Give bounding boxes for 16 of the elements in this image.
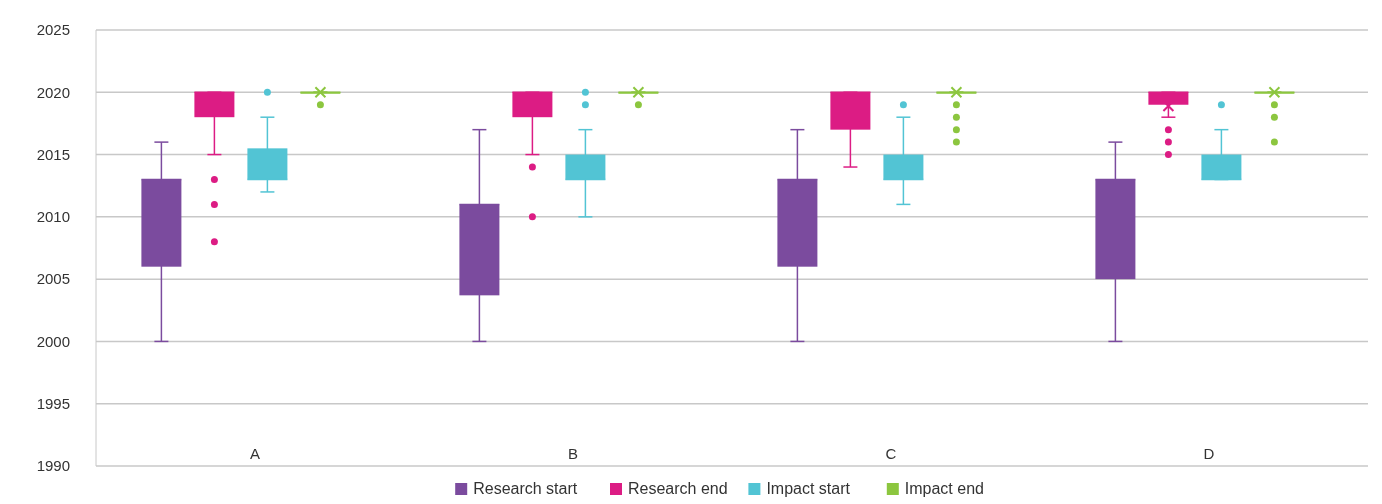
y-tick-label: 2005 [36,270,70,288]
y-tick-label: 2000 [36,332,70,350]
x-tick-label: D [1203,445,1215,462]
x-tick-label: C [885,445,897,462]
x-tick-label: A [249,445,261,462]
y-tick-label: 2025 [36,21,70,39]
y-tick-label: 1990 [36,457,70,475]
legend-label: Impact start [766,480,851,497]
y-tick-label: 1995 [36,394,70,412]
legend-label: Research end [628,480,728,497]
y-tick-label: 2015 [36,145,70,163]
legend-label: Impact end [904,480,984,497]
y-tick-label: 2010 [36,208,70,226]
x-tick-label: B [567,445,579,462]
y-tick-label: 2020 [36,83,70,101]
legend-label: Research start [473,480,578,497]
